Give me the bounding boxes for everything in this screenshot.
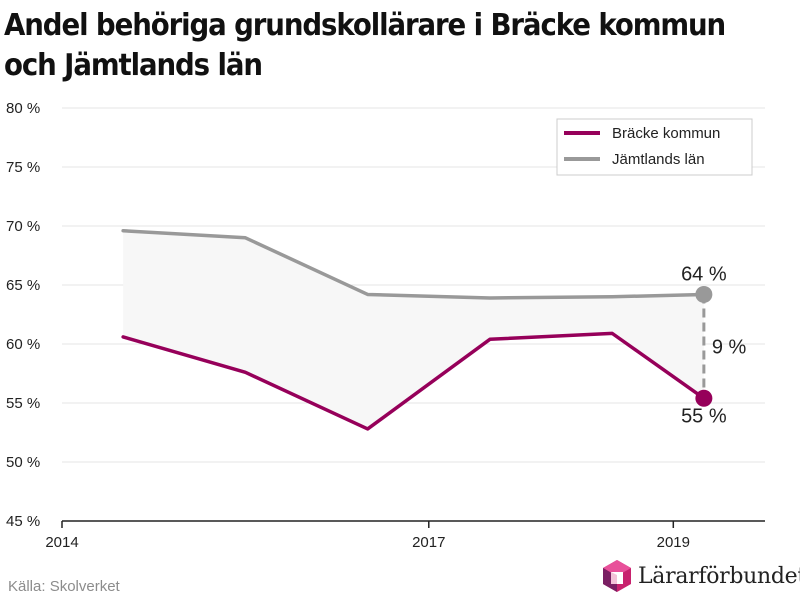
series-line-bracke-kommun — [121, 331, 706, 431]
y-tick-label: 70 % — [6, 218, 40, 235]
end-annotations: 64 % 55 % 9 % — [681, 263, 746, 427]
y-tick-label: 60 % — [6, 336, 40, 353]
y-tick-label: 75 % — [6, 159, 40, 176]
end-point-bracke-kommun — [695, 389, 713, 407]
end-label-top: 64 % — [681, 263, 727, 285]
y-tick-label: 80 % — [6, 100, 40, 117]
gap-label: 9 % — [712, 336, 747, 358]
series-line-jamtlands-lan — [121, 228, 706, 300]
end-point-jamtlands-lan — [695, 285, 713, 303]
y-tick-label: 45 % — [6, 513, 40, 530]
x-axis: 2014 2017 2019 — [45, 520, 765, 551]
gap-band — [123, 230, 704, 429]
end-label-bottom: 55 % — [681, 405, 727, 427]
x-tick-label: 2017 — [412, 534, 445, 551]
y-axis-ticks: 45 % 50 % 55 % 60 % 65 % 70 % 75 % 80 % — [6, 100, 40, 530]
legend-box — [556, 118, 753, 176]
lararforbundet-logo: Lärarförbundet — [600, 556, 800, 596]
legend: Bräcke kommun Jämtlands län — [556, 118, 753, 176]
y-tick-label: 65 % — [6, 277, 40, 294]
chart-title: Andel behöriga grundskollärare i Bräcke … — [4, 8, 726, 83]
logo-wordmark: Lärarförbundet — [638, 563, 800, 589]
y-tick-label: 50 % — [6, 454, 40, 471]
x-tick-label: 2019 — [657, 534, 690, 551]
x-tick-label: 2014 — [45, 534, 78, 551]
legend-label: Bräcke kommun — [612, 125, 720, 142]
y-tick-label: 55 % — [6, 395, 40, 412]
lararforbundet-logo-icon — [603, 560, 631, 592]
series-lines — [121, 228, 706, 431]
source-note: Källa: Skolverket — [8, 578, 120, 595]
legend-label: Jämtlands län — [612, 151, 705, 168]
